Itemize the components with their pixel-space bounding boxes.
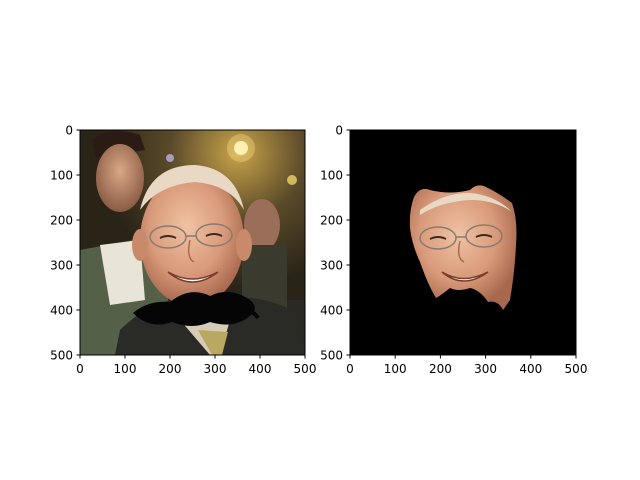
x-tick-label-left: 500 (294, 362, 317, 376)
y-tick-label-right: 300 (320, 259, 343, 273)
y-tick-label-right: 0 (335, 124, 343, 138)
x-tick-label-right: 0 (346, 362, 354, 376)
segmented-face-image (350, 130, 576, 355)
y-tick-label-right: 400 (320, 304, 343, 318)
x-tick-label-left: 100 (114, 362, 137, 376)
x-tick-label-right: 500 (565, 362, 588, 376)
y-tick-label-left: 0 (65, 124, 73, 138)
x-tick-label-right: 300 (474, 362, 497, 376)
y-tick-label-left: 400 (50, 304, 73, 318)
y-tick-label-right: 100 (320, 169, 343, 183)
y-tick-label-right: 500 (320, 349, 343, 363)
axes-frame-left (79, 129, 306, 356)
x-tick-label-left: 400 (249, 362, 272, 376)
x-tick-label-left: 0 (76, 362, 84, 376)
image-panel-left (79, 129, 306, 356)
axes-frame-right (349, 129, 577, 356)
y-tick-label-right: 200 (320, 214, 343, 228)
x-tick-label-right: 100 (384, 362, 407, 376)
photo-image (80, 130, 305, 355)
y-tick-label-left: 200 (50, 214, 73, 228)
x-tick-label-left: 200 (159, 362, 182, 376)
image-panel-right (349, 129, 577, 356)
x-tick-label-right: 400 (519, 362, 542, 376)
x-tick-label-right: 200 (429, 362, 452, 376)
y-tick-label-left: 500 (50, 349, 73, 363)
x-tick-label-left: 300 (204, 362, 227, 376)
y-tick-label-left: 300 (50, 259, 73, 273)
y-tick-label-left: 100 (50, 169, 73, 183)
